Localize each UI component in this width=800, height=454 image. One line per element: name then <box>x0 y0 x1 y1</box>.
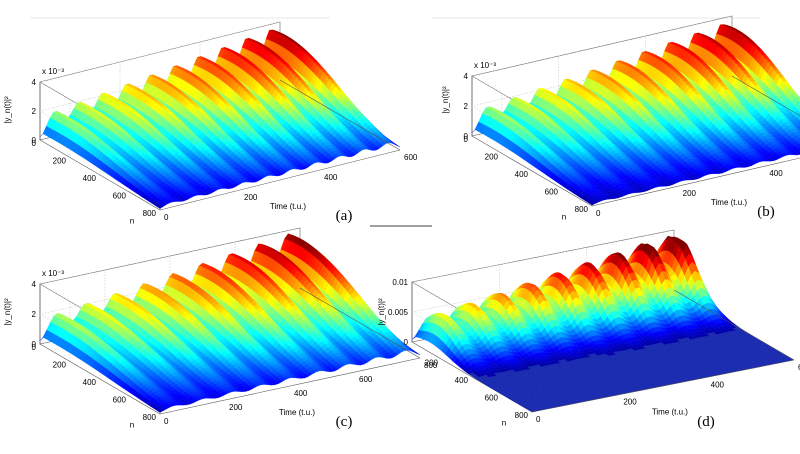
z-tick-label: 4 <box>32 78 37 87</box>
panel-letter: (a) <box>336 208 353 224</box>
z-axis-label: |y_n(t)|² <box>3 96 12 124</box>
t-tick-label: 400 <box>324 173 338 182</box>
n-tick-label: 600 <box>113 192 127 201</box>
n-tick-label: 400 <box>83 174 97 183</box>
z-scale-label: x 10⁻³ <box>42 67 64 76</box>
n-axis-label: n <box>130 217 134 226</box>
t-tick-label: 0 <box>164 213 169 222</box>
t-tick-label: 600 <box>404 153 418 162</box>
n-tick-label: 200 <box>53 157 67 166</box>
x-axis-label: Time (t.u.) <box>270 202 306 211</box>
surface <box>39 29 401 209</box>
n-tick-label: 0 <box>32 139 37 148</box>
t-tick-label: 200 <box>244 193 258 202</box>
z-tick-label: 2 <box>32 107 37 116</box>
n-tick-label: 800 <box>143 209 157 218</box>
